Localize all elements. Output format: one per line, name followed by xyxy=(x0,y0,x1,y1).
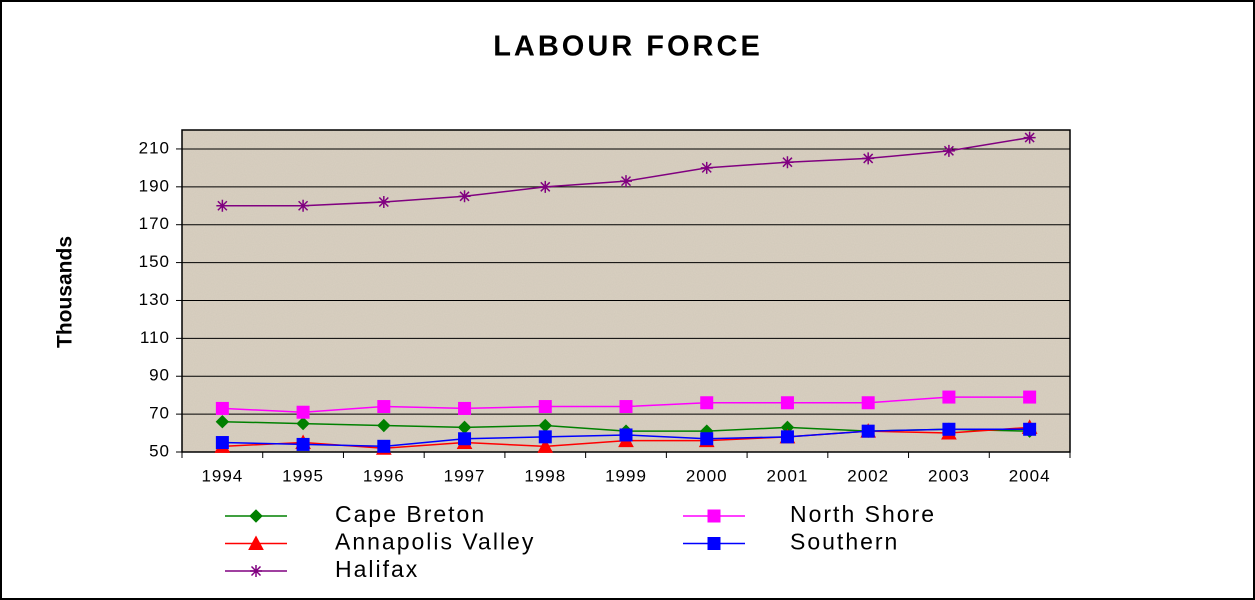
marker xyxy=(700,432,714,446)
marker xyxy=(700,396,714,410)
x-tick-label: 1998 xyxy=(524,466,566,485)
x-tick-label: 2004 xyxy=(1009,466,1051,485)
marker xyxy=(700,161,713,174)
marker xyxy=(942,390,956,404)
marker xyxy=(377,418,391,433)
marker xyxy=(377,439,391,453)
marker xyxy=(377,195,390,208)
x-tick-label: 1995 xyxy=(282,466,324,485)
marker xyxy=(861,396,875,410)
marker xyxy=(458,190,471,203)
marker xyxy=(537,438,554,453)
y-tick-label: 130 xyxy=(139,290,170,309)
marker xyxy=(215,436,229,450)
x-tick-label: 1999 xyxy=(605,466,647,485)
legend-label: Halifax xyxy=(335,556,419,582)
marker xyxy=(297,199,310,212)
y-tick-label: 210 xyxy=(139,138,170,157)
marker xyxy=(296,405,310,419)
x-tick-label: 2000 xyxy=(686,466,728,485)
legend-label: North Shore xyxy=(790,501,936,527)
x-tick-label: 1997 xyxy=(444,466,486,485)
plot-border xyxy=(181,129,1071,453)
y-tick-label: 190 xyxy=(139,176,170,195)
y-tick-label: 90 xyxy=(149,366,170,385)
marker xyxy=(780,430,794,444)
chart-title: LABOUR FORCE xyxy=(493,31,763,63)
marker xyxy=(377,400,391,414)
marker xyxy=(296,416,310,431)
marker xyxy=(619,428,633,442)
legend-marker xyxy=(248,535,264,550)
marker xyxy=(215,401,229,415)
marker xyxy=(780,396,794,410)
legend-marker xyxy=(249,509,263,523)
y-tick-label: 150 xyxy=(139,252,170,271)
marker xyxy=(458,432,472,446)
marker xyxy=(538,400,552,414)
legend-marker xyxy=(707,509,721,523)
marker xyxy=(942,144,955,157)
marker xyxy=(1023,422,1037,436)
marker xyxy=(216,199,229,212)
marker xyxy=(296,437,310,451)
x-tick-label: 1996 xyxy=(363,466,405,485)
legend-marker xyxy=(707,537,721,550)
marker xyxy=(1023,131,1036,144)
marker xyxy=(619,400,633,414)
y-tick-label: 170 xyxy=(139,214,170,233)
y-axis-label: Thousands xyxy=(54,236,77,348)
x-tick-label: 1994 xyxy=(201,466,243,485)
legend-label: Southern xyxy=(790,529,899,555)
marker xyxy=(538,430,552,444)
marker xyxy=(620,175,632,188)
marker xyxy=(458,401,472,415)
legend-marker xyxy=(250,565,262,577)
marker xyxy=(942,422,956,436)
x-tick-label: 2003 xyxy=(928,466,970,485)
legend-label: Cape Breton xyxy=(335,501,486,527)
x-tick-label: 2002 xyxy=(847,466,889,485)
marker xyxy=(1023,390,1037,404)
marker xyxy=(215,414,230,429)
y-tick-label: 110 xyxy=(140,328,170,347)
marker xyxy=(781,156,794,169)
marker xyxy=(861,424,875,438)
marker xyxy=(539,180,552,193)
x-tick-label: 2001 xyxy=(767,466,809,485)
y-tick-label: 50 xyxy=(149,441,170,460)
legend-label: Annapolis Valley xyxy=(335,529,535,555)
y-tick-label: 70 xyxy=(149,404,170,423)
marker xyxy=(862,152,875,165)
